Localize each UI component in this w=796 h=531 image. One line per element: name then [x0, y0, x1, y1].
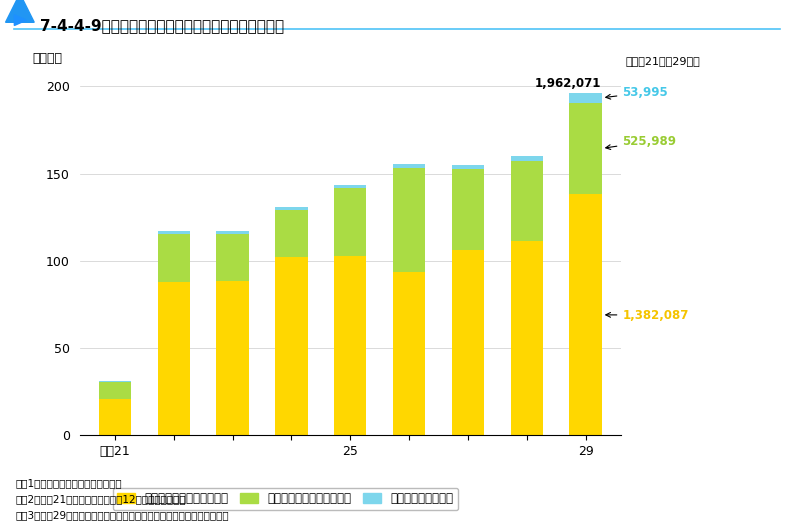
- Bar: [99, 381, 131, 382]
- Bar: [510, 242, 543, 435]
- Text: 2　平成21年は，同年６月から12月の数値による。: 2 平成21年は，同年６月から12月の数値による。: [16, 494, 186, 504]
- Bar: [99, 399, 131, 435]
- Bar: [99, 382, 131, 399]
- Text: 53,995: 53,995: [606, 86, 668, 99]
- Bar: [158, 234, 190, 281]
- Bar: [452, 251, 484, 435]
- Bar: [569, 194, 602, 435]
- Bar: [569, 93, 602, 102]
- Text: 3　平成29年は，臨時認知機能検査の受検者数及び検査結果を含む。: 3 平成29年は，臨時認知機能検査の受検者数及び検査結果を含む。: [16, 510, 229, 520]
- Text: 7-4-4-9図　認知機能検査受検者数・検査結果の推移: 7-4-4-9図 認知機能検査受検者数・検査結果の推移: [40, 19, 284, 33]
- Text: 525,989: 525,989: [606, 135, 677, 149]
- Bar: [393, 272, 425, 435]
- Text: （平成21年〜29年）: （平成21年〜29年）: [626, 56, 700, 66]
- Bar: [217, 281, 249, 435]
- Bar: [275, 207, 307, 210]
- Text: 1,382,087: 1,382,087: [606, 309, 689, 322]
- Bar: [158, 232, 190, 234]
- Bar: [334, 189, 366, 256]
- Bar: [275, 257, 307, 435]
- Bar: [452, 169, 484, 251]
- Bar: [452, 165, 484, 169]
- Text: 注　1　警察庁交通局の資料による。: 注 1 警察庁交通局の資料による。: [16, 478, 123, 488]
- Y-axis label: （万人）: （万人）: [32, 53, 62, 65]
- Text: 1,962,071: 1,962,071: [535, 78, 601, 90]
- Bar: [158, 281, 190, 435]
- Bar: [569, 102, 602, 194]
- Bar: [275, 210, 307, 257]
- Bar: [393, 168, 425, 272]
- Bar: [393, 164, 425, 168]
- Bar: [510, 161, 543, 242]
- Bar: [510, 156, 543, 161]
- Bar: [217, 234, 249, 281]
- Bar: [334, 256, 366, 435]
- Legend: 認知機能低下のおそれなし, 認知機能低下のおそれあり, 認知症のおそれあり: 認知機能低下のおそれなし, 認知機能低下のおそれあり, 認知症のおそれあり: [112, 487, 458, 510]
- Bar: [217, 231, 249, 234]
- Bar: [334, 185, 366, 189]
